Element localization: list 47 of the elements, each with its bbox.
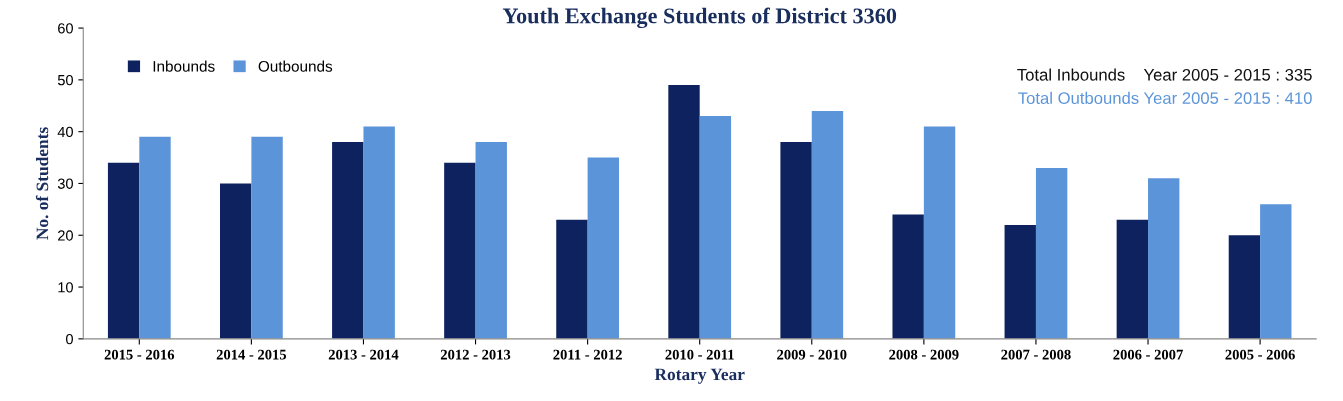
x-tick-label: 2013 - 2014 xyxy=(328,349,399,360)
y-tick-label: 20 xyxy=(58,230,73,241)
y-tick-label: 10 xyxy=(58,282,73,293)
x-tick-label: 2009 - 2010 xyxy=(777,349,847,360)
bar xyxy=(668,85,700,339)
bar xyxy=(332,142,364,339)
y-axis-title: No. of Students xyxy=(35,127,49,240)
bar xyxy=(1148,178,1180,339)
x-tick-label: 2014 - 2015 xyxy=(216,349,287,360)
y-tick-label: 40 xyxy=(57,126,73,138)
x-axis-title: Rotary Year xyxy=(654,368,745,384)
x-tick-label: 2010 - 2011 xyxy=(665,349,734,360)
bar xyxy=(923,126,956,339)
x-tick-label: 2011 - 2012 xyxy=(553,349,622,360)
annotation: Total Inbounds Year 2005 - 2015 : 335 xyxy=(1017,68,1312,81)
x-tick-label: 2008 - 2009 xyxy=(889,349,959,360)
bar xyxy=(1228,235,1261,339)
x-tick-label: 2005 - 2006 xyxy=(1225,349,1295,360)
bar xyxy=(220,183,252,339)
y-tick-label: 50 xyxy=(57,74,73,86)
bar xyxy=(699,116,732,339)
y-tick-label: 60 xyxy=(58,23,73,34)
bar xyxy=(1260,204,1292,339)
y-tick-label: 0 xyxy=(66,333,73,345)
chart-title: Youth Exchange Students of District 3360 xyxy=(502,7,897,29)
bar xyxy=(363,126,395,339)
bar xyxy=(139,136,171,339)
bar xyxy=(475,142,507,339)
x-tick-label: 2015 - 2016 xyxy=(104,349,175,360)
legend-label: Inbounds xyxy=(153,60,215,72)
bar xyxy=(780,142,812,339)
bar xyxy=(811,110,844,339)
bar xyxy=(556,219,588,339)
bar xyxy=(444,162,476,339)
legend-label: Outbounds xyxy=(258,60,333,72)
x-tick-label: 2007 - 2008 xyxy=(1001,349,1071,360)
bar xyxy=(587,157,620,339)
y-tick-label: 30 xyxy=(57,178,73,189)
bar xyxy=(107,162,140,339)
annotation: Total Outbounds Year 2005 - 2015 : 410 xyxy=(1018,91,1312,105)
bar xyxy=(1116,219,1149,339)
bar xyxy=(1004,224,1036,339)
bar xyxy=(251,136,283,339)
x-tick-label: 2006 - 2007 xyxy=(1113,349,1183,360)
bar xyxy=(892,214,924,339)
bar xyxy=(1035,167,1068,339)
x-tick-label: 2012 - 2013 xyxy=(440,349,511,360)
